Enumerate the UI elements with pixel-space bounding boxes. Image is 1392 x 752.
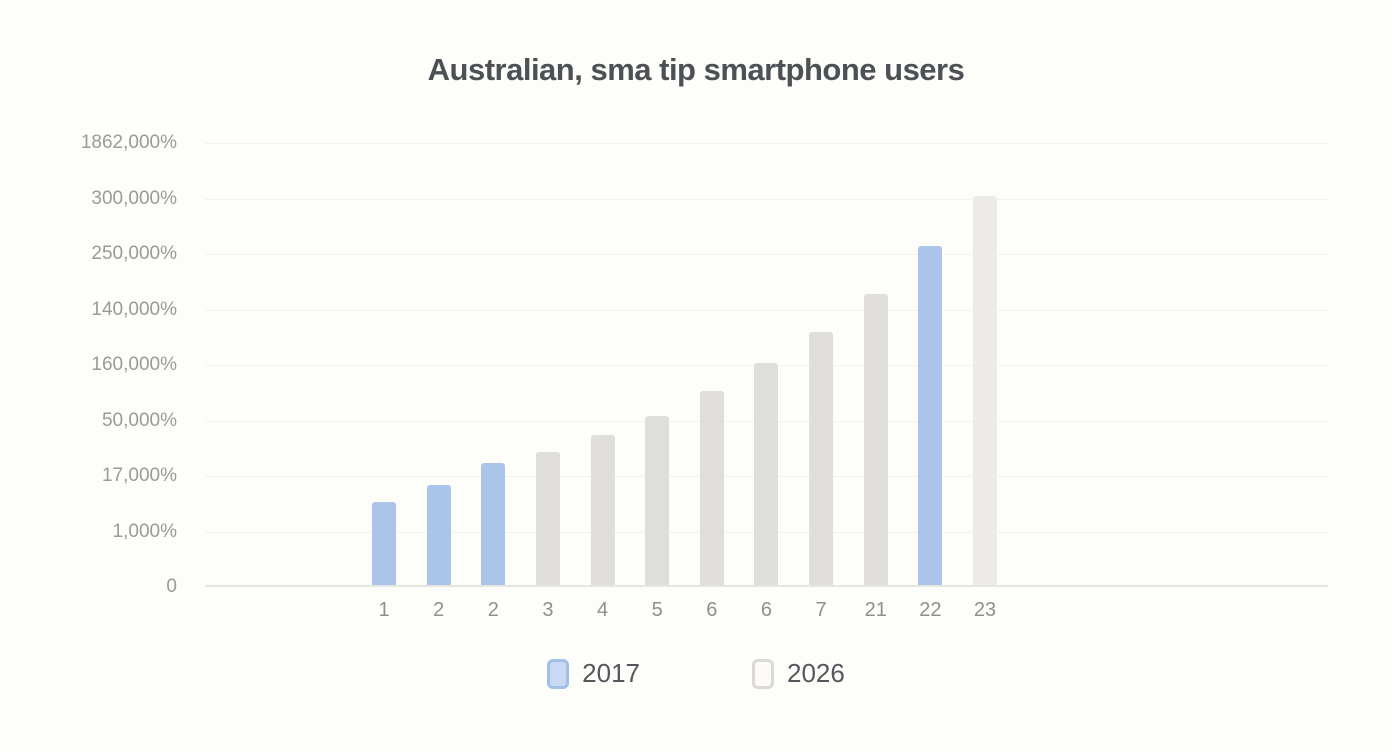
bar-2017-1 — [372, 502, 396, 585]
x-tick-label: 21 — [864, 599, 887, 621]
gridline — [205, 309, 1328, 311]
legend-item-2026: 2026 — [752, 658, 845, 689]
bar-2026-23 — [973, 196, 998, 585]
y-tick-label: 0 — [166, 576, 177, 597]
bar-2026-6 — [699, 391, 724, 585]
x-tick-label: 6 — [706, 599, 718, 621]
x-tick-label: 22 — [919, 599, 942, 621]
x-tick-label: 2 — [433, 599, 445, 621]
y-tick-label: 140,000% — [91, 298, 177, 320]
bar-2026-5 — [645, 416, 670, 585]
bar-2017-22 — [918, 246, 943, 585]
legend-item-2017: 2017 — [547, 658, 640, 689]
y-tick-label: 1,000% — [112, 520, 177, 542]
y-tick-label: 300,000% — [91, 187, 177, 209]
x-tick-label: 23 — [973, 599, 997, 621]
x-tick-label: 3 — [542, 599, 554, 621]
legend-swatch-icon — [752, 658, 774, 689]
x-tick-label: 4 — [596, 599, 609, 621]
gridline — [205, 143, 1328, 144]
gridline — [205, 198, 1328, 200]
x-tick-label: 5 — [651, 599, 663, 621]
y-tick-label: 250,000% — [91, 243, 177, 264]
bar-2017-2 — [481, 463, 506, 585]
y-tick-label: 1862,000% — [80, 132, 177, 153]
legend-label: 2017 — [582, 658, 640, 688]
y-tick-label: 50,000% — [101, 409, 177, 431]
bar-2026-7 — [809, 332, 834, 585]
legend: 2017 2026 — [0, 658, 1392, 689]
bar-2026-21 — [863, 294, 888, 585]
x-axis-baseline — [205, 585, 1328, 587]
x-tick-label: 2 — [487, 599, 499, 621]
bar-2026-6 — [754, 363, 779, 585]
y-tick-label: 17,000% — [101, 465, 177, 486]
x-tick-label: 7 — [815, 599, 827, 621]
legend-label: 2026 — [787, 658, 845, 688]
bar-2026-4 — [590, 435, 615, 585]
legend-swatch-icon — [547, 658, 570, 689]
x-tick-label: 6 — [760, 599, 773, 621]
bar-2026-3 — [535, 452, 560, 585]
bar-2017-2 — [426, 485, 451, 585]
chart-title: Australian, sma tip smartphone users — [427, 52, 965, 87]
y-tick-label: 160,000% — [91, 354, 177, 375]
gridline — [205, 254, 1328, 255]
x-tick-label: 1 — [378, 599, 390, 621]
